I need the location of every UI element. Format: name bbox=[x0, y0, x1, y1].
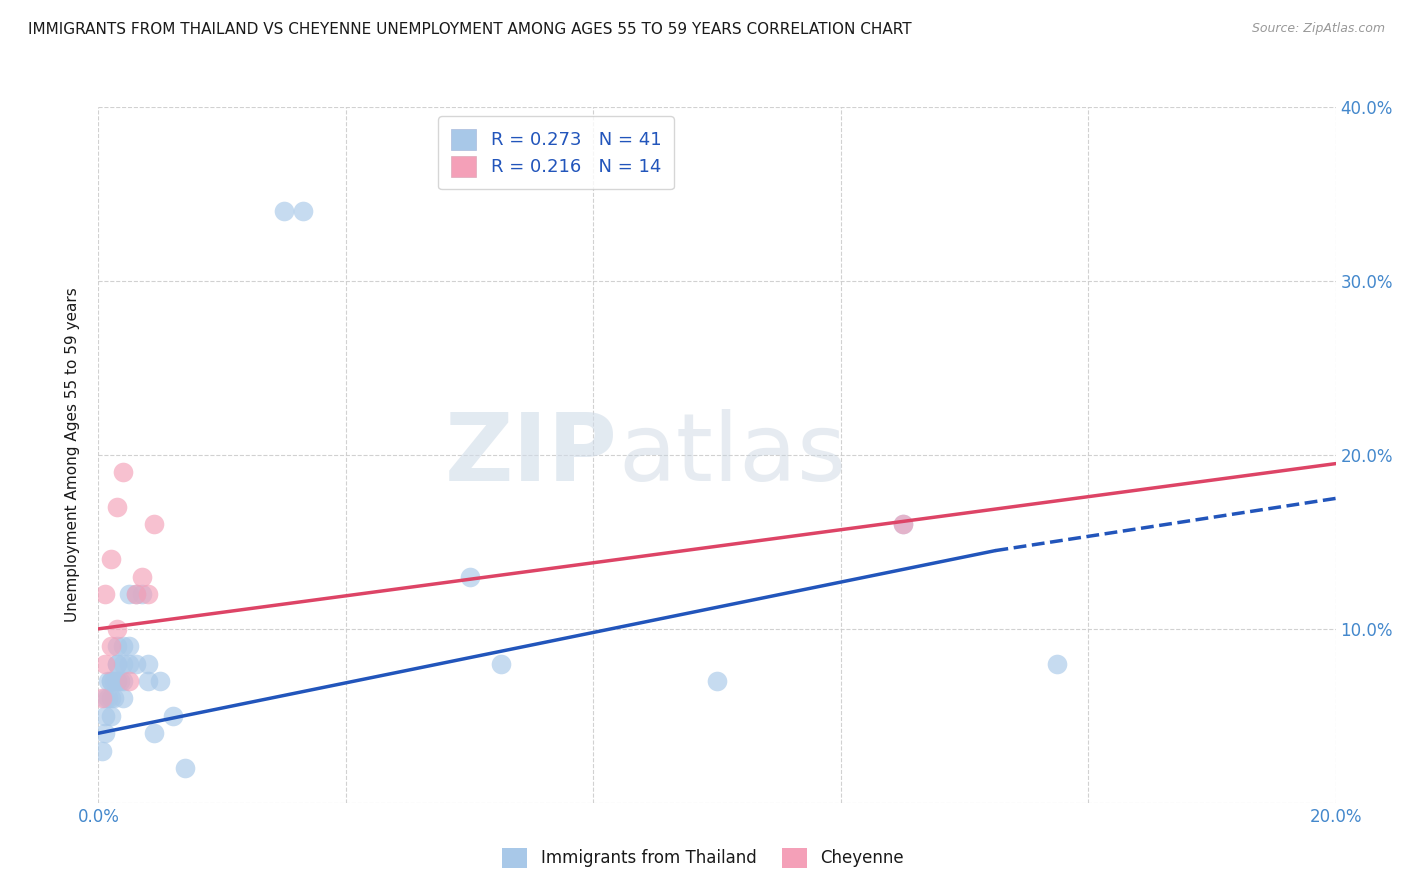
Point bbox=[136, 674, 159, 689]
Point bbox=[131, 587, 153, 601]
Point bbox=[100, 691, 122, 706]
Point bbox=[273, 204, 295, 219]
Text: IMMIGRANTS FROM THAILAND VS CHEYENNE UNEMPLOYMENT AMONG AGES 55 TO 59 YEARS CORR: IMMIGRANTS FROM THAILAND VS CHEYENNE UNE… bbox=[28, 22, 911, 37]
Text: Source: ZipAtlas.com: Source: ZipAtlas.com bbox=[1251, 22, 1385, 36]
Point bbox=[97, 674, 120, 689]
Point bbox=[891, 517, 914, 532]
Point bbox=[90, 691, 112, 706]
Point bbox=[118, 587, 141, 601]
Point bbox=[100, 708, 122, 723]
Point bbox=[105, 674, 128, 689]
Point bbox=[105, 657, 128, 671]
Point bbox=[93, 587, 115, 601]
Point bbox=[100, 674, 122, 689]
Point bbox=[706, 674, 728, 689]
Point bbox=[118, 674, 141, 689]
Y-axis label: Unemployment Among Ages 55 to 59 years: Unemployment Among Ages 55 to 59 years bbox=[65, 287, 80, 623]
Point bbox=[112, 674, 135, 689]
Point bbox=[124, 587, 146, 601]
Point bbox=[93, 691, 115, 706]
Point bbox=[891, 517, 914, 532]
Point bbox=[143, 726, 166, 740]
Point bbox=[291, 204, 314, 219]
Point bbox=[97, 691, 120, 706]
Point bbox=[489, 657, 512, 671]
Point bbox=[112, 691, 135, 706]
Point bbox=[136, 657, 159, 671]
Legend: Immigrants from Thailand, Cheyenne: Immigrants from Thailand, Cheyenne bbox=[496, 841, 910, 875]
Point bbox=[149, 674, 172, 689]
Point bbox=[143, 517, 166, 532]
Point bbox=[105, 622, 128, 636]
Point bbox=[112, 639, 135, 653]
Point bbox=[131, 570, 153, 584]
Point bbox=[136, 587, 159, 601]
Point bbox=[90, 744, 112, 758]
Point bbox=[112, 657, 135, 671]
Point bbox=[103, 674, 125, 689]
Point bbox=[458, 570, 481, 584]
Point bbox=[124, 587, 146, 601]
Point bbox=[118, 657, 141, 671]
Point bbox=[103, 691, 125, 706]
Point bbox=[100, 639, 122, 653]
Point bbox=[100, 674, 122, 689]
Point bbox=[93, 657, 115, 671]
Point bbox=[93, 726, 115, 740]
Point bbox=[112, 466, 135, 480]
Point bbox=[108, 674, 131, 689]
Point bbox=[105, 500, 128, 514]
Legend: R = 0.273   N = 41, R = 0.216   N = 14: R = 0.273 N = 41, R = 0.216 N = 14 bbox=[439, 116, 673, 189]
Point bbox=[118, 639, 141, 653]
Point bbox=[162, 708, 184, 723]
Point bbox=[100, 552, 122, 566]
Point bbox=[174, 761, 197, 775]
Point bbox=[105, 639, 128, 653]
Point bbox=[1046, 657, 1069, 671]
Text: atlas: atlas bbox=[619, 409, 846, 501]
Point bbox=[105, 657, 128, 671]
Point bbox=[105, 674, 128, 689]
Point bbox=[124, 657, 146, 671]
Text: ZIP: ZIP bbox=[446, 409, 619, 501]
Point bbox=[93, 708, 115, 723]
